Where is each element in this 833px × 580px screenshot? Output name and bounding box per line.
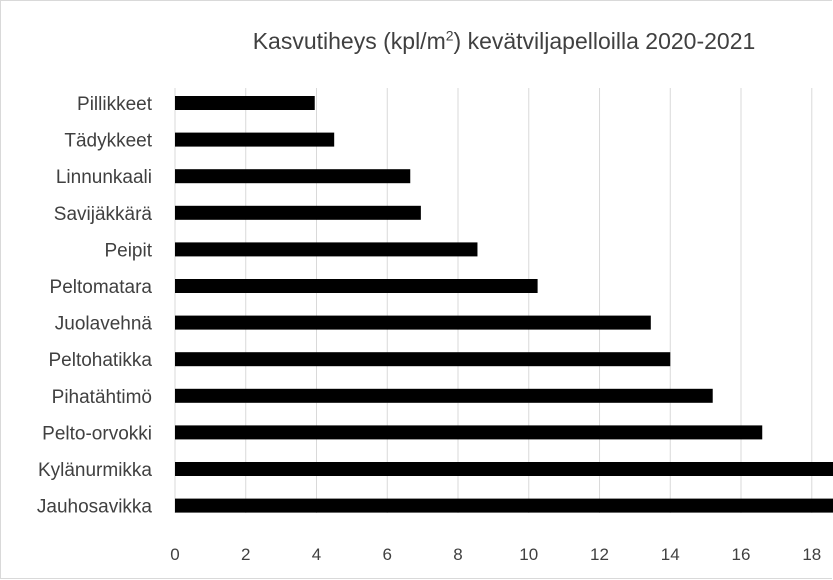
bar bbox=[175, 498, 833, 513]
bar bbox=[175, 205, 421, 220]
bar bbox=[175, 388, 713, 403]
x-tick-label: 12 bbox=[590, 545, 609, 564]
category-label: Juolavehnä bbox=[55, 314, 153, 335]
category-label: Peltomatara bbox=[50, 277, 153, 298]
x-tick-label: 4 bbox=[312, 545, 321, 564]
bar bbox=[175, 96, 315, 110]
bar bbox=[175, 242, 478, 257]
bar bbox=[175, 132, 335, 147]
category-label: Linnunkaali bbox=[56, 167, 152, 188]
x-tick-label: 16 bbox=[732, 545, 751, 564]
chart-title-superscript: 2 bbox=[445, 27, 454, 44]
chart-title: Kasvutiheys (kpl/m2) kevätviljapelloilla… bbox=[175, 28, 833, 55]
x-tick-label: 10 bbox=[519, 545, 538, 564]
bar bbox=[175, 352, 671, 367]
gridlines bbox=[174, 88, 813, 513]
category-label: Tädykkeet bbox=[64, 131, 152, 152]
x-tick-label: 2 bbox=[241, 545, 250, 564]
bars bbox=[175, 96, 833, 513]
x-tick-label: 18 bbox=[802, 545, 821, 564]
category-label: Kylänurmikka bbox=[38, 460, 152, 481]
bar bbox=[175, 425, 763, 440]
category-label: Pillikkeet bbox=[77, 94, 153, 115]
bar bbox=[175, 279, 538, 293]
x-tick-label: 6 bbox=[383, 545, 392, 564]
bar bbox=[175, 169, 411, 184]
category-labels: Pillikkeet Tädykkeet Linnunkaali Savijäkkär… bbox=[37, 94, 153, 518]
category-label: Peltohatikka bbox=[48, 350, 152, 371]
chart-title-end: ) kevätviljapelloilla 2020-2021 bbox=[453, 28, 756, 54]
category-label: Jauhosavikka bbox=[37, 497, 153, 518]
category-label: Pelto-orvokki bbox=[42, 423, 152, 444]
x-tick-label: 0 bbox=[170, 545, 179, 564]
chart-title-main: Kasvutiheys (kpl/m bbox=[252, 28, 446, 54]
x-axis-tick-labels: 0 2 4 6 8 10 12 14 16 18 bbox=[170, 545, 821, 564]
x-tick-label: 8 bbox=[453, 545, 462, 564]
bar bbox=[175, 462, 833, 476]
category-label: Pihatähtimö bbox=[52, 387, 152, 408]
bar bbox=[175, 315, 651, 330]
x-tick-label: 14 bbox=[661, 545, 680, 564]
category-label: Savijäkkärä bbox=[54, 204, 153, 225]
category-label: Peipit bbox=[104, 240, 152, 261]
